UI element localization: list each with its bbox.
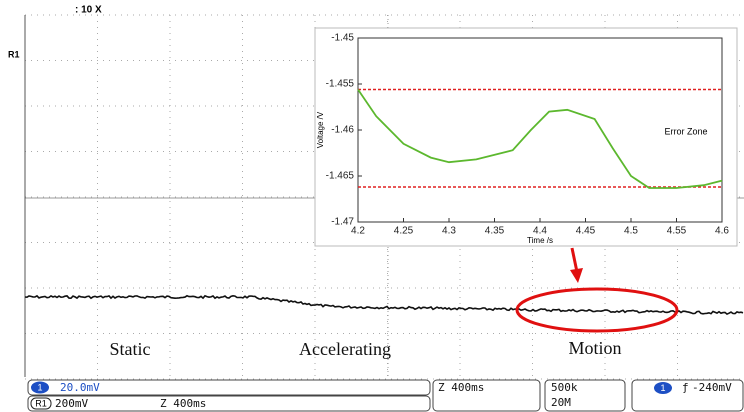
- x-tick-label: 4.3: [442, 226, 456, 237]
- x-tick-label: 4.4: [533, 226, 547, 237]
- annotation: Error Zone: [664, 126, 707, 136]
- inset-panel: [315, 28, 737, 246]
- x-tick-label: 4.6: [715, 226, 729, 237]
- status-box: [28, 396, 430, 411]
- region-label: Motion: [568, 338, 621, 358]
- timebase: Z 400ms: [438, 381, 484, 394]
- trigger-symbol: ƒ: [682, 381, 689, 394]
- highlight-ellipse: [517, 289, 677, 331]
- scope-header: : 10 X: [75, 5, 102, 16]
- y-tick-label: -1.45: [331, 33, 354, 44]
- x-tick-label: 4.35: [485, 226, 505, 237]
- badge-text: 1: [37, 382, 42, 392]
- record-length: 20M: [551, 396, 571, 409]
- y-axis-label: Voltage /V: [316, 111, 325, 148]
- ch1-scale: 20.0mV: [60, 381, 100, 394]
- x-tick-label: 4.45: [576, 226, 596, 237]
- x-tick-label: 4.25: [394, 226, 414, 237]
- arrow-head: [570, 268, 583, 283]
- arrow: [572, 248, 577, 272]
- y-tick-label: -1.455: [326, 79, 355, 90]
- sample-rate: 500k: [551, 381, 578, 394]
- scope-screen: : 10 X R1 Static Accelerating Motion 1 2…: [0, 0, 744, 412]
- trigger-level: -240mV: [692, 381, 732, 394]
- y-tick-label: -1.46: [331, 125, 354, 136]
- region-label: Static: [110, 339, 151, 359]
- badge-text: 1: [660, 383, 665, 393]
- x-tick-label: 4.55: [667, 226, 687, 237]
- ref-scale: 200mV: [55, 397, 88, 410]
- badge-text: R1: [35, 398, 47, 408]
- x-tick-label: 4.2: [351, 226, 365, 237]
- region-label: Accelerating: [299, 339, 391, 359]
- channel-marker: R1: [8, 49, 20, 59]
- x-tick-label: 4.5: [624, 226, 638, 237]
- y-tick-label: -1.465: [326, 171, 355, 182]
- ref-time: Z 400ms: [160, 397, 206, 410]
- scope-trace: [25, 296, 743, 314]
- x-axis-label: Time /s: [527, 236, 553, 245]
